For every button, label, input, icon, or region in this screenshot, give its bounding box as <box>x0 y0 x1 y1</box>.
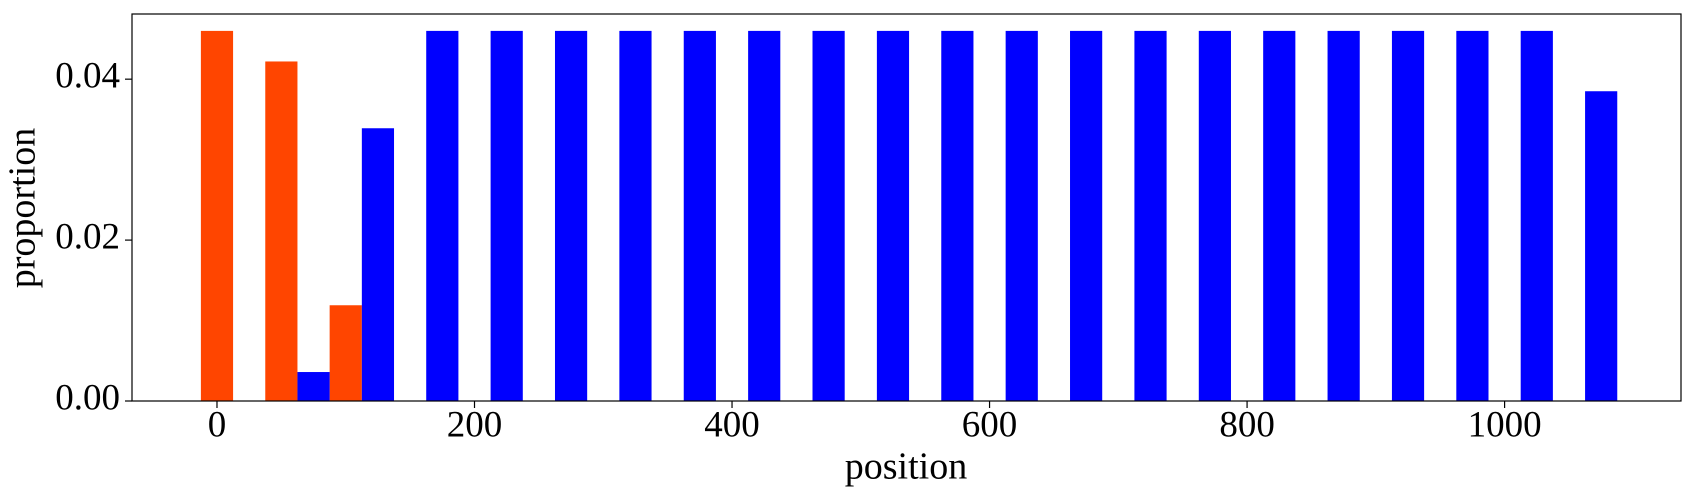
x-tick-label: 1000 <box>1468 404 1542 445</box>
bar <box>200 30 234 401</box>
bar <box>876 30 910 401</box>
bar <box>554 30 588 401</box>
bar <box>619 30 652 401</box>
bar <box>1327 30 1360 401</box>
x-tick-label: 600 <box>962 404 1018 445</box>
bar <box>297 372 330 401</box>
bar <box>490 30 523 401</box>
bar <box>812 30 845 401</box>
bar <box>329 305 362 401</box>
x-tick-label: 400 <box>704 404 760 445</box>
bar <box>426 30 459 401</box>
x-tick-label: 200 <box>447 404 503 445</box>
x-tick-label: 800 <box>1219 404 1275 445</box>
bar <box>748 30 781 401</box>
y-tick-label: 0.00 <box>55 377 120 418</box>
y-tick-label: 0.02 <box>55 217 120 258</box>
bar <box>1456 30 1489 401</box>
plot-frame <box>131 13 1682 402</box>
bar <box>1070 30 1103 401</box>
bar <box>1134 30 1167 401</box>
bar <box>1198 30 1231 401</box>
y-axis-label: proportion <box>2 128 44 288</box>
bar <box>361 128 395 401</box>
bar <box>265 61 298 402</box>
x-axis-label: position <box>845 446 967 488</box>
bar <box>683 30 716 401</box>
bar <box>1391 30 1425 401</box>
bar <box>941 30 974 401</box>
bar <box>1005 30 1038 401</box>
y-tick-label: 0.04 <box>55 56 120 97</box>
bar <box>1520 30 1553 401</box>
bar <box>1263 30 1296 401</box>
x-tick-label: 0 <box>208 404 227 445</box>
bar <box>1585 91 1618 402</box>
